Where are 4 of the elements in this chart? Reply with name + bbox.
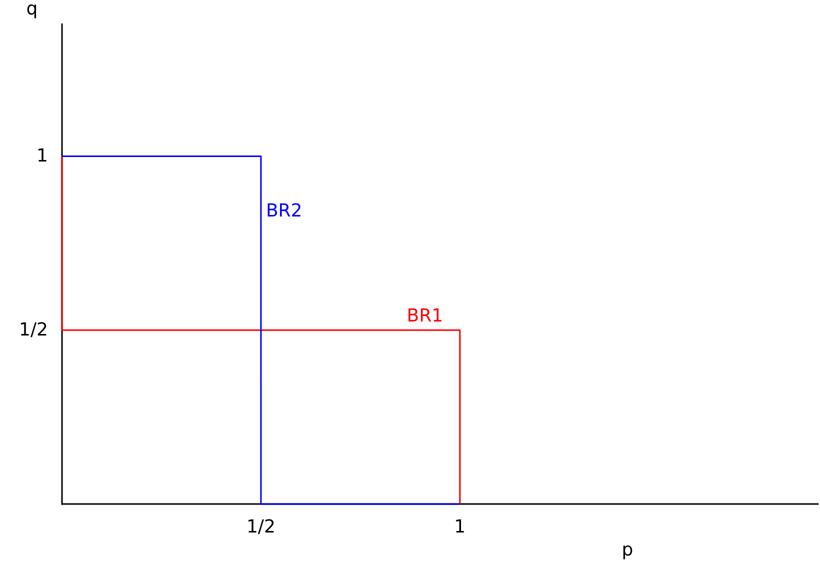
series-label: BR2 [266,200,302,222]
x-axis-title: p [622,540,634,560]
series-label: BR1 [406,306,444,327]
y-axis-title: q [26,0,38,20]
